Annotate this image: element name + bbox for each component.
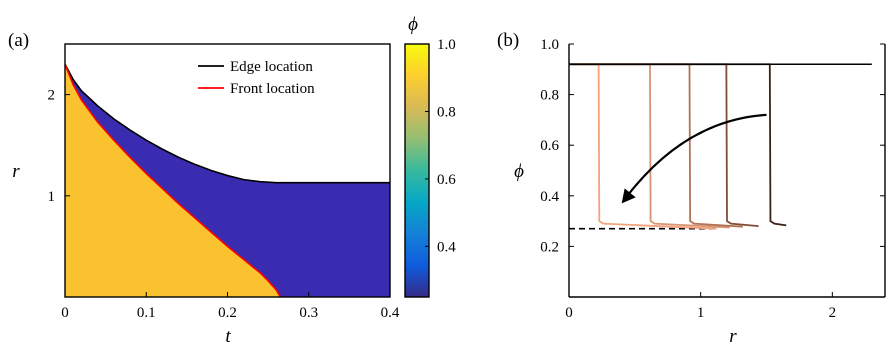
y-tick-label: 0.6 [540,138,559,154]
x-tick-label: 0 [565,305,573,321]
panel-a-axes: 0 0.1 0.2 0.3 0.4 1 2 [48,43,400,321]
edge-location-line [64,63,390,184]
panel-a-plot-area [64,63,390,298]
y-tick-label: 0.4 [540,189,559,205]
x-tick-label: 2 [829,305,837,321]
panel-a-xlabel: t [225,326,231,347]
panel-b-plot-area [569,63,872,230]
panel-b-ylabel: ϕ [514,161,524,182]
panel-b-xlabel: r [729,326,737,347]
front-region [65,64,281,298]
panel-a-legend: Edge location Front location [198,59,315,97]
arrow-shaft [626,113,767,197]
x-tick-label: 0.3 [299,305,318,321]
panel-b: (b) 0 1 2 0.2 0.4 0.6 0.8 1.0 r ϕ [497,30,886,347]
profile-line-5 [569,63,787,227]
panel-a-label: (a) [8,30,29,51]
colorbar: ϕ 0.4 0.6 0.8 1.0 [404,14,456,298]
y-tick-label: 2 [48,88,56,104]
profile-line-3 [569,63,743,228]
colorbar-tick-label: 0.6 [437,172,456,188]
y-tick-label: 1 [48,189,56,205]
panel-a-ylabel: r [12,161,20,182]
colorbar-tick-label: 0.8 [437,104,456,120]
legend-edge-label: Edge location [230,59,313,75]
panel-b-axes: 0 1 2 0.2 0.4 0.6 0.8 1.0 [540,37,886,321]
panel-a: (a) 0 0.1 0.2 0.3 0.4 1 2 Edge location Front l… [8,30,400,347]
x-tick-label: 0.2 [218,305,237,321]
y-tick-label: 0.2 [540,239,559,255]
x-tick-label: 0.4 [381,305,400,321]
colorbar-gradient [404,43,430,298]
front-location-line [64,63,282,298]
colorbar-tick-label: 0.4 [437,239,456,255]
colorbar-tick-label: 1.0 [437,37,456,53]
x-tick-label: 0 [61,305,69,321]
x-tick-label: 0.1 [137,305,156,321]
panel-b-label: (b) [497,30,519,51]
profile-line-2 [569,63,730,229]
profile-line-4 [569,63,759,228]
arrow-head [621,188,636,204]
profile-line-1 [569,63,717,230]
x-tick-label: 1 [697,305,705,321]
legend-front-label: Front location [230,81,315,97]
y-tick-label: 1.0 [540,37,559,53]
y-tick-label: 0.8 [540,88,559,104]
colorbar-label: ϕ [408,14,418,35]
colorbar-scale: 0.4 0.6 0.8 1.0 [404,37,456,298]
